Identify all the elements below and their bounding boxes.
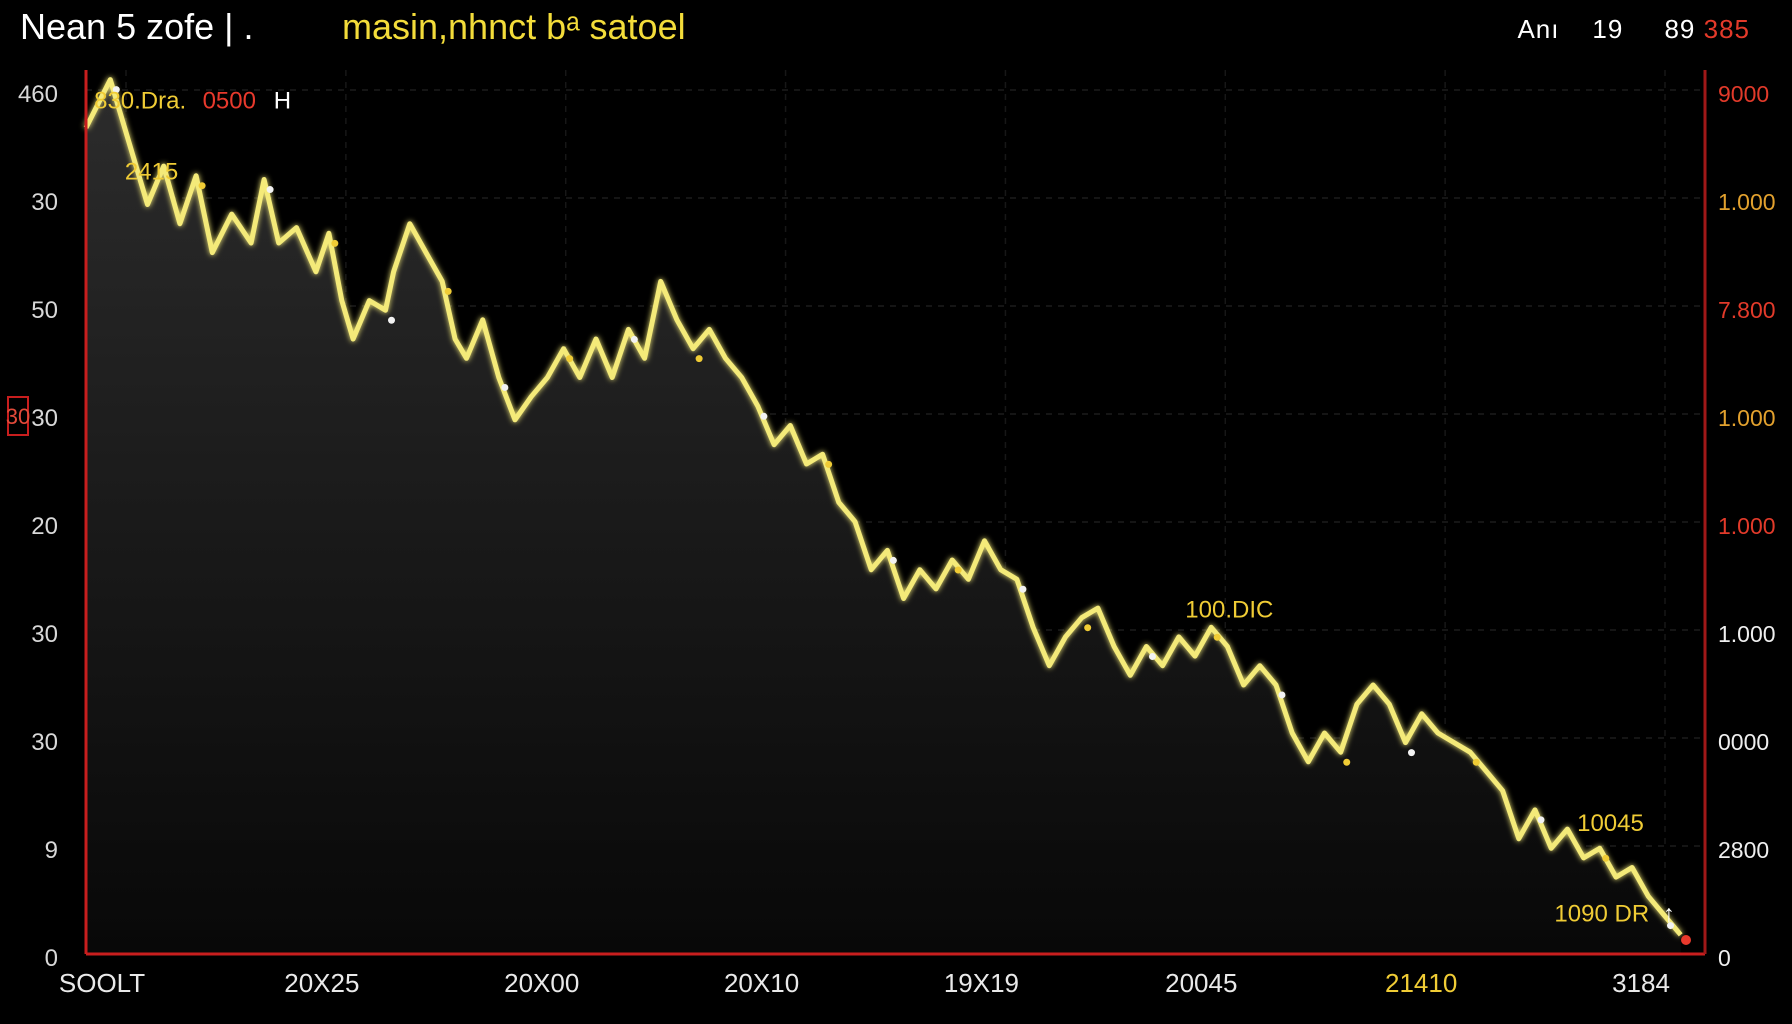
data-point (331, 239, 339, 247)
data-point (825, 460, 833, 468)
data-point (266, 186, 274, 194)
data-point (1278, 691, 1286, 699)
x-tick-label: 20X25 (284, 968, 359, 998)
data-point (388, 316, 396, 324)
data-point (1019, 585, 1027, 593)
left-tick-label: 30 (31, 729, 58, 756)
left-axis-ticks: 460 30 50 30 20 30 30 9 0 (18, 81, 58, 972)
right-tick-label: 7.800 (1718, 297, 1776, 323)
left-axis-badge: 30 (6, 404, 30, 429)
data-point (1537, 816, 1545, 824)
x-tick-label: 20045 (1165, 968, 1237, 998)
data-point (444, 287, 452, 295)
right-tick-label: 0 (1718, 945, 1731, 971)
chart-annotations: 830.Dra. 0500 H 2415 100.DIC 10045 1090 DR ↑ (94, 87, 1675, 927)
annotation-label: 830.Dra. (94, 87, 186, 114)
data-point (630, 335, 638, 343)
data-point (760, 412, 768, 420)
left-axis-badge-box (7, 396, 29, 436)
right-tick-label: 2800 (1718, 837, 1769, 863)
header-readout-red: 385 (1703, 14, 1750, 44)
data-point (695, 355, 703, 363)
x-tick-label: 20X00 (504, 968, 579, 998)
annotation-label: ↑ (1663, 900, 1675, 927)
right-tick-label: 0000 (1718, 729, 1769, 755)
data-point (1213, 633, 1221, 641)
data-point (198, 182, 206, 190)
annotation-label: 1090 DR (1554, 900, 1649, 927)
series-area-fill (86, 79, 1681, 955)
data-point (1084, 624, 1092, 632)
left-tick-label: 30 (31, 405, 58, 432)
data-point (1667, 922, 1675, 930)
left-tick-label: 30 (31, 621, 58, 648)
data-point (1148, 653, 1156, 661)
chart-title-white: Nean 5 zofe | . (20, 6, 254, 47)
right-axis-ticks: 9000 1.000 7.800 1.000 1.000 1.000 0000 2800 0 (1718, 81, 1776, 971)
data-point (1472, 758, 1480, 766)
right-tick-label: 1.000 (1718, 513, 1776, 539)
annotation-label: 100.DIC (1185, 597, 1273, 624)
series-line (83, 77, 1683, 937)
x-tick-label: SOOLT (59, 968, 145, 998)
x-axis-ticks: SOOLT 20X25 20X00 20X10 19X19 20045 21410 3184 (59, 968, 1670, 998)
data-point (1407, 749, 1415, 757)
right-tick-label: 9000 (1718, 81, 1769, 107)
annotation-label: 0500 (203, 87, 256, 114)
x-tick-label: 20X10 (724, 968, 799, 998)
header-readout-c: 89 (1664, 14, 1696, 44)
data-point (889, 556, 897, 564)
x-tick-label: 3184 (1612, 968, 1670, 998)
left-tick-label: 50 (31, 297, 58, 324)
header-readout-a: Anı (1517, 14, 1560, 44)
data-point (954, 566, 962, 574)
data-point (566, 355, 574, 363)
x-tick-label: 21410 (1385, 968, 1457, 998)
data-point (501, 383, 509, 391)
annotation-label: H (274, 87, 291, 114)
data-point (1602, 854, 1610, 862)
left-tick-label: 9 (45, 837, 58, 864)
right-tick-label: 1.000 (1718, 405, 1776, 431)
data-point (112, 86, 120, 94)
header-readout-b: 19 (1592, 14, 1624, 44)
x-tick-label: 19X19 (944, 968, 1019, 998)
chart-title-yellow: masin,nhnct bᵃ satoel (342, 6, 686, 47)
left-tick-label: 460 (18, 81, 58, 108)
left-tick-label: 0 (45, 945, 58, 972)
header-readout: Anı 19 89 385 (1517, 14, 1750, 45)
right-tick-label: 1.000 (1718, 189, 1776, 215)
right-tick-label: 1.000 (1718, 621, 1776, 647)
left-tick-label: 30 (31, 189, 58, 216)
left-tick-label: 20 (31, 513, 58, 540)
series-points (112, 86, 1675, 930)
annotation-label: 10045 (1577, 810, 1644, 837)
data-point (1343, 758, 1351, 766)
annotation-label: 2415 (125, 159, 178, 186)
end-point-marker (1681, 935, 1691, 945)
